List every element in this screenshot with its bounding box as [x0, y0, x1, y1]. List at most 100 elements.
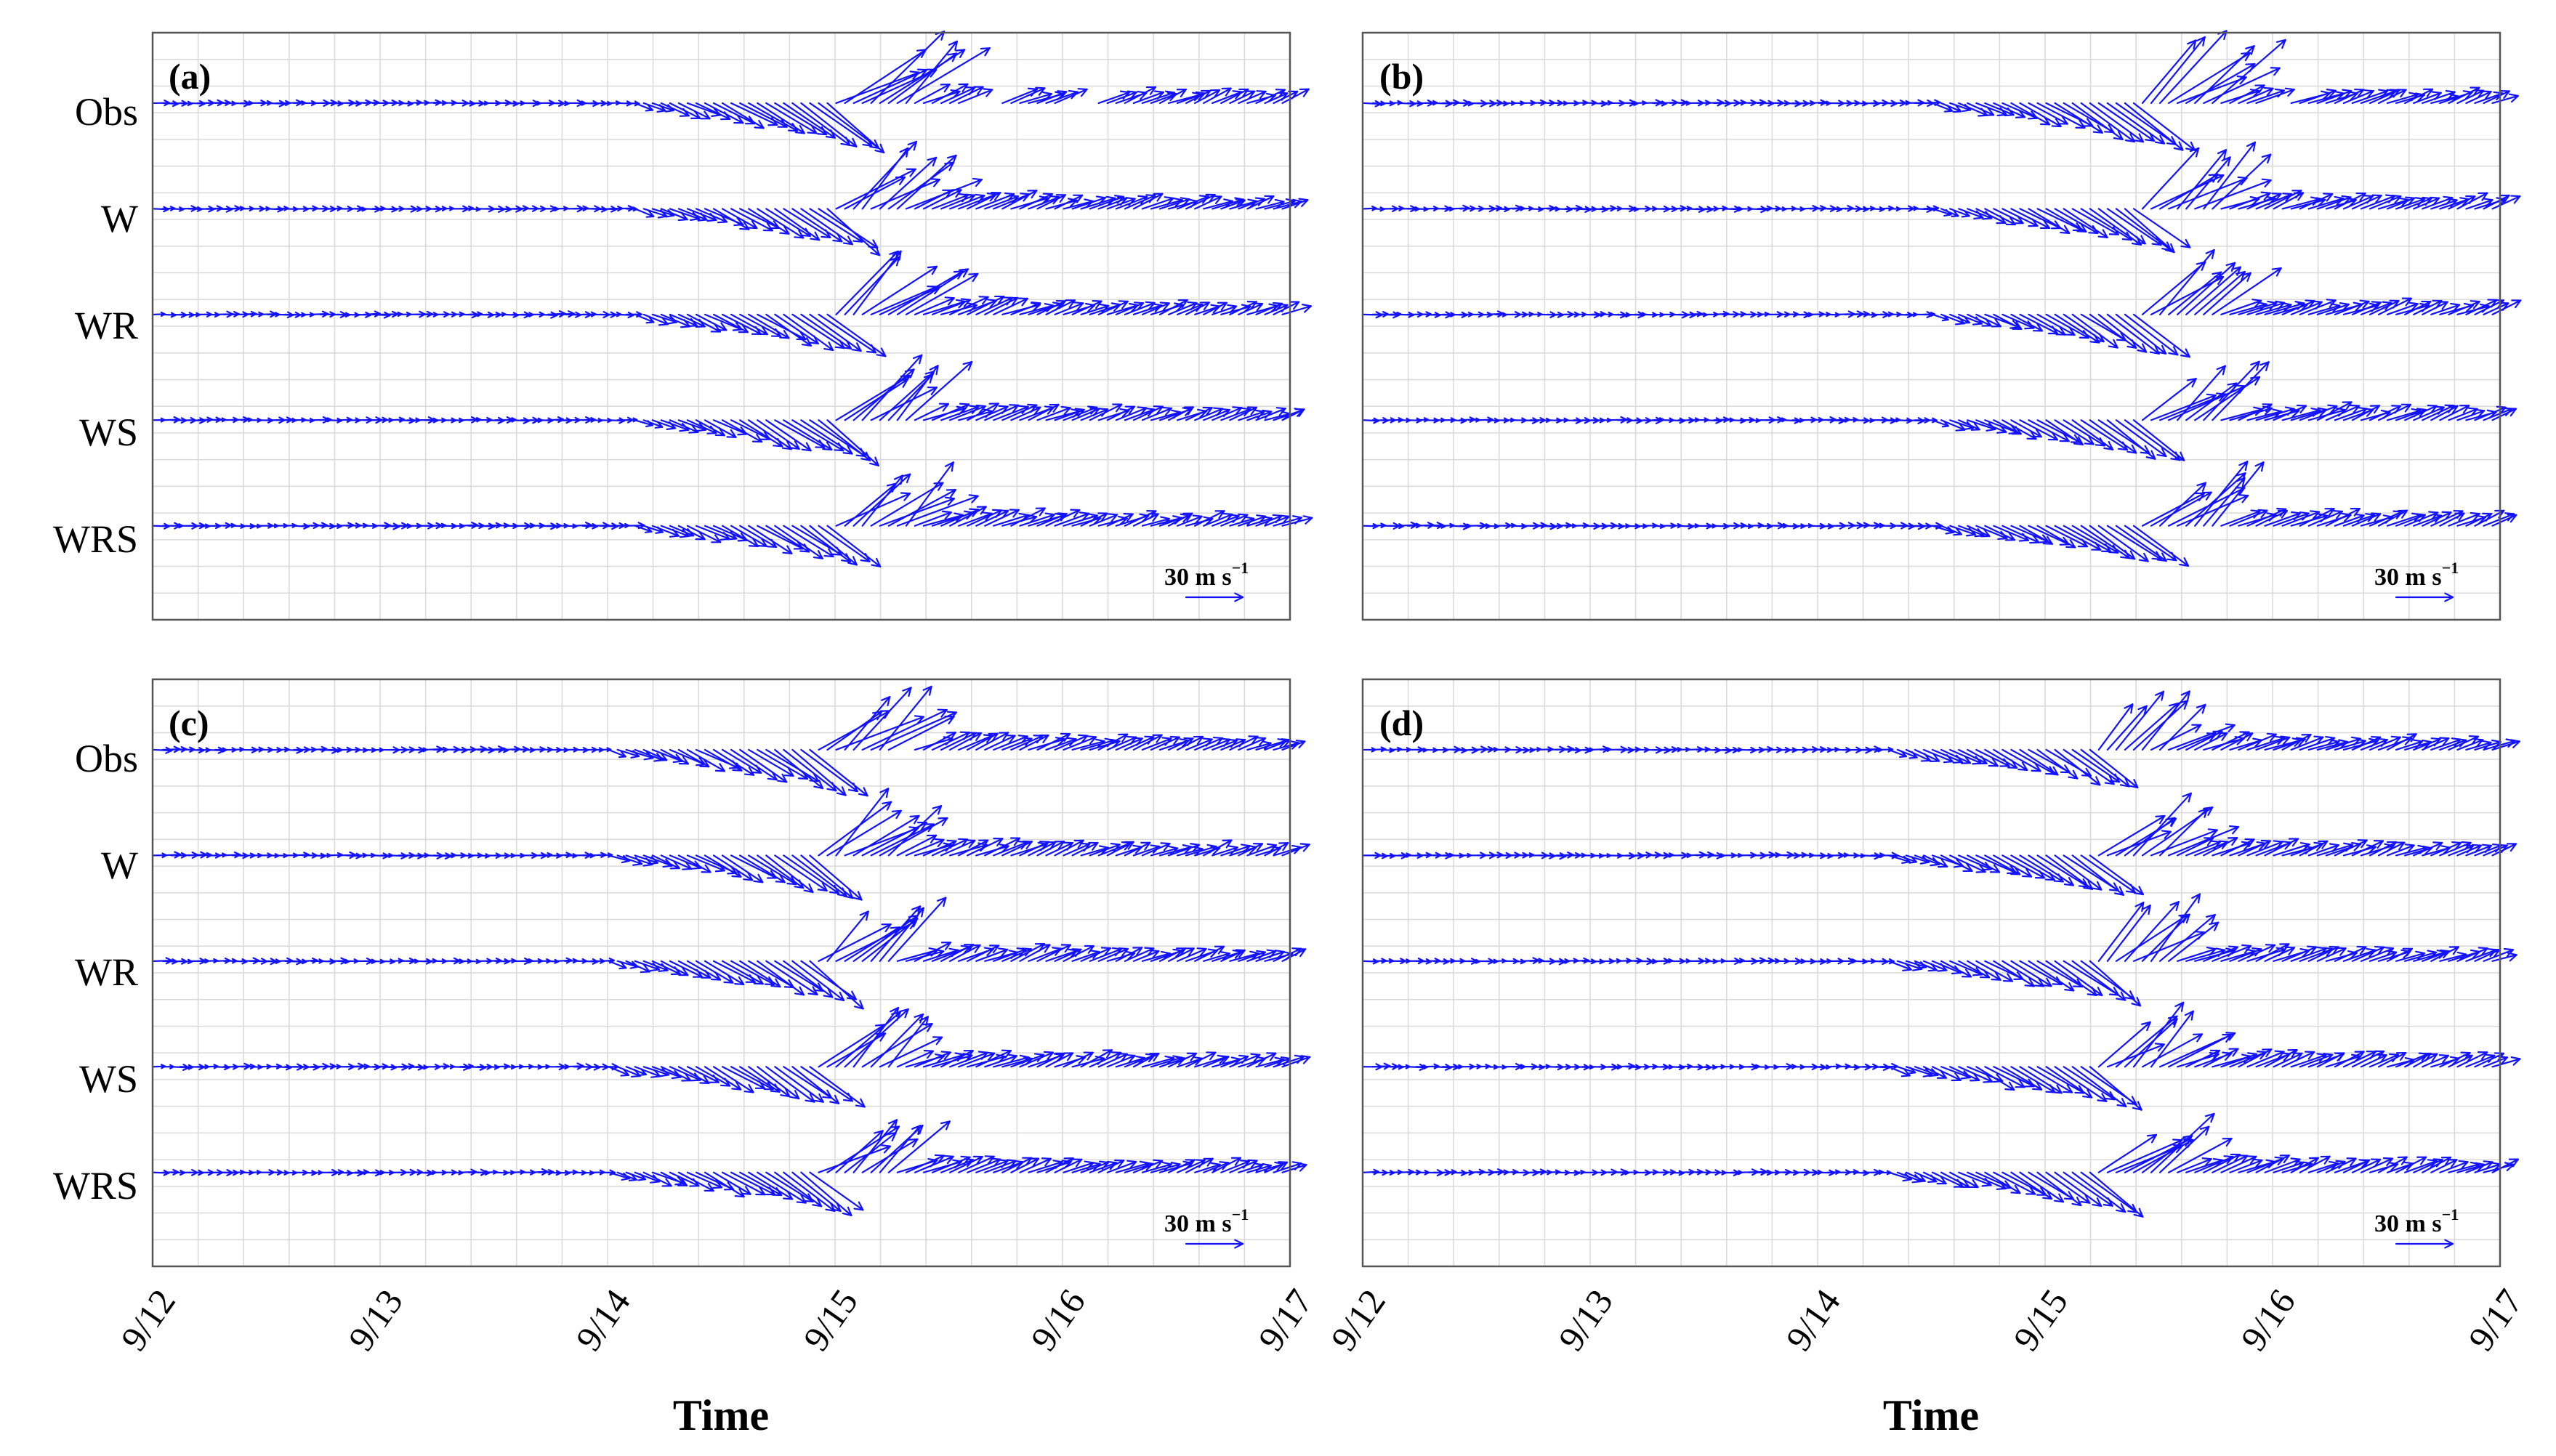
wind-vector — [2342, 89, 2374, 105]
wind-vector — [2194, 45, 2255, 105]
panel-d: (d) 30 m s−1 — [1361, 678, 2521, 1268]
panel-a-row-label-wrs: WRS — [53, 517, 138, 561]
wind-vector — [1984, 525, 2015, 541]
wind-vector — [686, 419, 717, 434]
wind-vector — [826, 525, 882, 567]
wind-vector — [1931, 313, 1949, 322]
wind-vector — [1028, 403, 1060, 421]
wind-vector — [2063, 208, 2108, 238]
wind-vector — [852, 368, 915, 421]
wind-vector — [835, 168, 916, 210]
wind-vector — [2483, 89, 2510, 105]
x-tick-label: 9/12 — [113, 1282, 183, 1358]
wind-vector — [1238, 90, 1267, 105]
x-axis-title-right: Time — [1883, 1391, 1979, 1439]
wind-vector — [2132, 419, 2185, 461]
wind-vector — [774, 525, 823, 559]
panel-c-row-label-wr: WR — [75, 950, 138, 994]
wind-vector — [2404, 88, 2434, 105]
x-tick-labels-right: 9/12 9/13 9/14 9/15 9/16 9/17 — [1323, 1282, 2531, 1358]
x-tick-label: 9/16 — [2233, 1282, 2303, 1358]
wind-vector — [861, 1023, 933, 1068]
wind-vector — [2115, 419, 2167, 458]
wind-vector — [1019, 193, 1053, 210]
wind-vector — [2238, 86, 2274, 105]
panel-a-row-label-wr: WR — [75, 304, 138, 347]
wind-vector — [887, 489, 957, 527]
x-tick-label: 9/15 — [795, 1282, 866, 1358]
wind-vector — [2106, 1138, 2183, 1173]
wind-vector — [2299, 404, 2338, 421]
wind-vector — [826, 313, 887, 357]
wind-vector — [1194, 195, 1222, 210]
wind-vector — [931, 298, 971, 315]
wind-vector — [783, 313, 834, 352]
wind-vector — [1036, 194, 1066, 210]
panel-a-row-label-w: W — [101, 197, 138, 240]
wind-vector — [818, 1144, 892, 1173]
panel-c-title: (c) — [169, 703, 209, 743]
wind-vector — [826, 208, 881, 256]
wind-vector — [896, 365, 939, 421]
wind-vector — [2334, 88, 2365, 105]
panel-a-scale-superscript: −1 — [1232, 559, 1249, 577]
panel-c-row-label-w: W — [101, 844, 138, 887]
x-tick-label: 9/13 — [1550, 1282, 1621, 1358]
wind-vector — [2141, 39, 2197, 105]
wind-vector — [2351, 405, 2380, 421]
wind-vector — [2132, 208, 2191, 248]
x-tick-label: 9/13 — [340, 1282, 411, 1358]
wind-vector — [2028, 419, 2070, 442]
wind-vector — [1010, 406, 1041, 421]
wind-vector — [2439, 90, 2473, 105]
wind-vector — [844, 482, 897, 527]
wind-vector — [677, 102, 711, 120]
wind-vector — [1229, 406, 1258, 421]
x-tick-label: 9/17 — [2460, 1282, 2531, 1358]
wind-vector — [1132, 193, 1164, 210]
panel-c-scale-superscript: −1 — [1232, 1205, 1249, 1224]
wind-vector — [2177, 494, 2249, 527]
panel-c-row-label-obs: Obs — [75, 737, 138, 780]
wind-vector — [826, 102, 885, 154]
wind-vector — [2141, 690, 2190, 751]
wind-vector — [2028, 313, 2066, 336]
wind-vector — [2106, 525, 2162, 560]
wind-vector — [2150, 1112, 2215, 1173]
scale-arrow-mark — [2395, 1239, 2454, 1249]
wind-vector — [2080, 748, 2130, 788]
wind-vector — [2299, 193, 2334, 210]
wind-vector — [852, 140, 918, 210]
wind-vector — [2097, 313, 2148, 353]
wind-vector — [940, 944, 975, 962]
wind-vector — [730, 525, 767, 547]
wind-vector — [765, 313, 812, 347]
wind-vector — [1185, 406, 1213, 421]
wind-vector — [2001, 419, 2037, 440]
wind-vector — [1124, 86, 1156, 105]
wind-vector — [1281, 515, 1313, 527]
wind-vector — [993, 297, 1028, 315]
wind-vector — [2212, 39, 2286, 105]
wind-vector — [922, 839, 957, 857]
wind-vector — [748, 208, 790, 235]
wind-vector — [1281, 88, 1310, 105]
wind-vector — [634, 102, 653, 112]
wind-vector — [1176, 514, 1203, 527]
wind-vector — [757, 419, 800, 450]
wind-vector — [721, 419, 763, 443]
wind-vector — [2168, 52, 2251, 105]
wind-vector — [1132, 405, 1164, 421]
wind-vector — [1167, 406, 1194, 421]
wind-vector — [887, 1016, 929, 1068]
wind-vector — [2194, 270, 2246, 315]
wind-vector — [2483, 194, 2510, 210]
wind-vector — [730, 313, 768, 336]
panel-a-row-label-ws: WS — [79, 410, 138, 454]
panel-a-scale-label: 30 m s — [1164, 564, 1232, 591]
wind-vector — [914, 403, 949, 421]
wind-vector — [1975, 313, 2001, 328]
wind-vector — [1071, 299, 1102, 315]
panel-b-title: (b) — [1379, 56, 1424, 97]
wind-vector — [1229, 90, 1256, 105]
